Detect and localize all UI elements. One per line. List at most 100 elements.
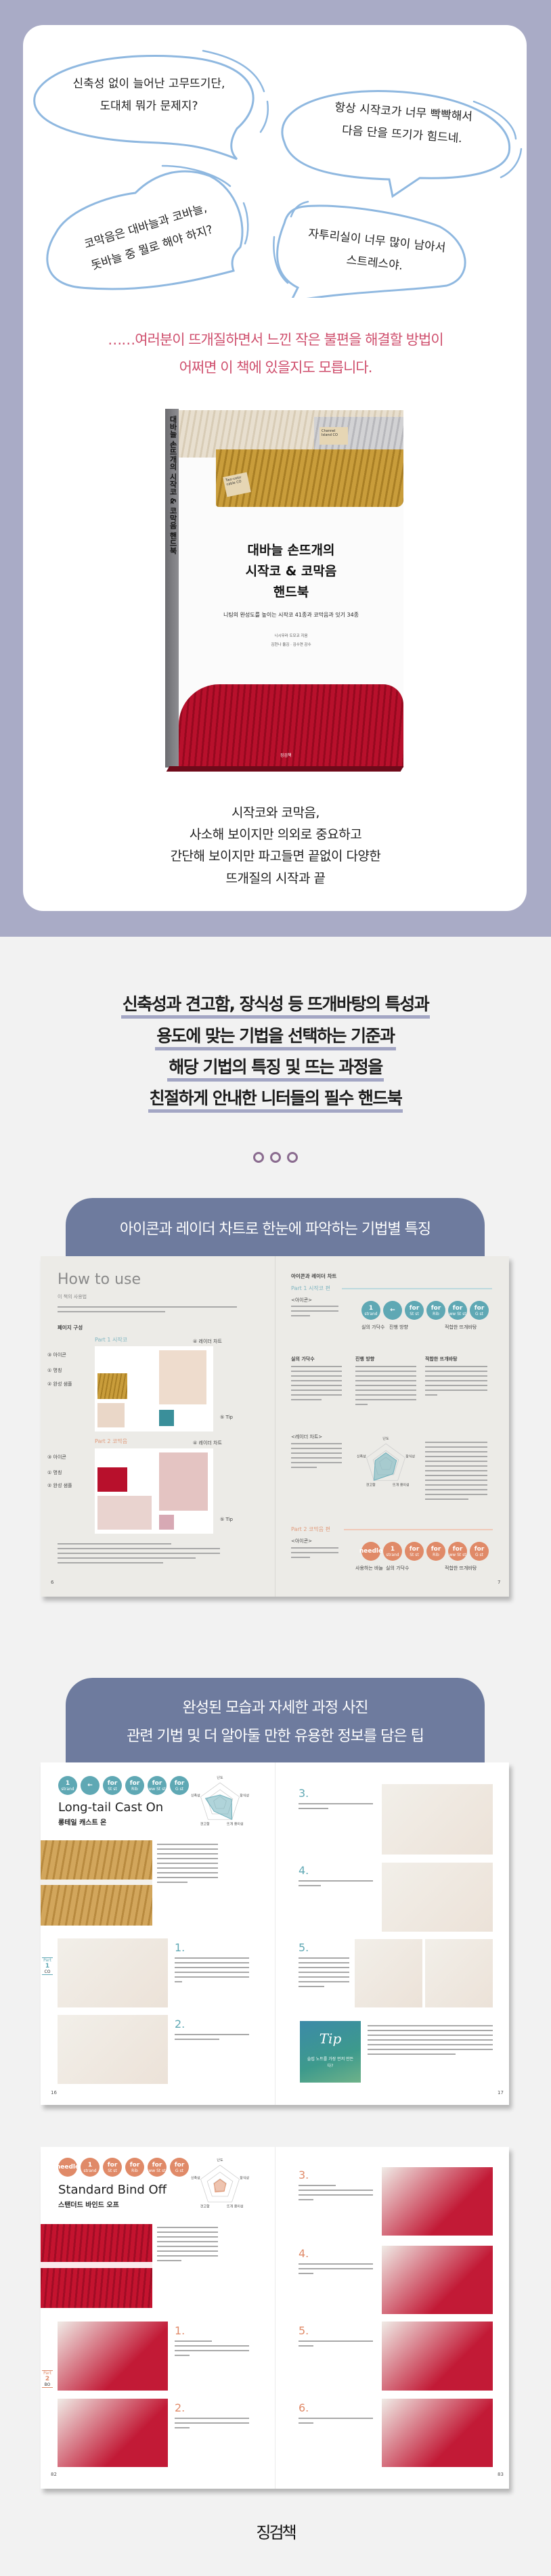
page-number: 17	[498, 2090, 504, 2095]
swatch-photo	[41, 1840, 152, 1926]
headline-3: 해당 기법의 특징 및 뜨는 과정을	[0, 1054, 551, 1082]
banner-features: 아이콘과 레이더 차트로 한눈에 파악하는 기법별 특징	[66, 1198, 485, 1256]
book-title-line: 시작코 & 코막음	[245, 564, 337, 579]
book-title-line: 대바늘 손뜨개의	[247, 543, 335, 558]
technique-icon: for Rib	[426, 1542, 445, 1561]
part-tab-label: Part	[43, 1958, 51, 1963]
callout-sample-2: ② 완성 샘플	[47, 1483, 72, 1488]
icon-bottom-text: strand	[364, 1311, 378, 1316]
icon-bottom-text: St st	[108, 2168, 117, 2173]
how-to-use-title: How to use	[58, 1271, 141, 1288]
step-photo	[355, 1939, 422, 2007]
radar-axis-label: 견고함	[366, 1483, 376, 1488]
book-title-line: 핸드북	[273, 585, 309, 600]
callout-radar-2: ④ 레이더 차트	[193, 1440, 222, 1446]
technique-title-ko: 롱테일 캐스트 온	[58, 1819, 107, 1827]
technique-icon: for G st	[170, 1776, 189, 1795]
tip-box: Tip 슬립 노트를 가장 먼저 만든다?	[300, 2021, 361, 2083]
radar-grid	[200, 2164, 240, 2202]
part-tab-number: 2	[45, 2376, 50, 2382]
icon-bottom-text: G st	[475, 1552, 484, 1557]
knit-red	[179, 684, 403, 768]
page-gutter	[275, 1762, 276, 2105]
icon-top-text: ←	[390, 1307, 395, 1314]
bubble-line: 신축성 없이 늘어난 고무뜨기단,	[72, 77, 225, 91]
step-text	[175, 2418, 249, 2432]
part2-rule	[344, 1529, 493, 1530]
radar-value-area	[204, 1794, 233, 1821]
sub-heading: 적합한 뜨개바탕	[425, 1356, 458, 1362]
spread-standard-bind-off: needle 1 strand for St st for Rib for ww St st fo…	[41, 2147, 509, 2489]
technique-icon: for ww St st	[148, 1776, 167, 1795]
icon-label: <아이콘>	[291, 1297, 313, 1303]
step-text	[299, 1957, 349, 1991]
icon-label-2: <아이콘>	[291, 1538, 313, 1544]
icon-bottom-text: St st	[108, 1786, 117, 1792]
step-number: 6.	[299, 2401, 309, 2414]
icon-bottom-text: G st	[175, 2168, 184, 2173]
technique-icon: for G st	[470, 1542, 489, 1561]
step-number: 5.	[299, 2324, 309, 2337]
spread-how-to-use: How to use 이 책의 사용법 페이지 구성 Part 1 시작코 ③ …	[41, 1256, 509, 1597]
step-photo	[425, 1939, 493, 2007]
dot	[287, 1152, 298, 1163]
icon-top-text: ←	[87, 1782, 93, 1789]
radar-axis-label: 장식성	[240, 2175, 249, 2180]
radar-grid	[206, 2171, 234, 2197]
page-number: 7	[498, 1580, 501, 1585]
page-structure-heading: 페이지 구성	[58, 1325, 83, 1331]
step-text	[299, 2263, 373, 2278]
step-text	[299, 2340, 373, 2350]
step-text	[175, 2034, 249, 2043]
icon-row-part1: 1 strand ← for St st for Rib for ww St st for G st	[361, 1301, 497, 1321]
step-number: 1.	[175, 2324, 185, 2337]
technique-icon: for St st	[103, 1776, 122, 1795]
step-photo	[58, 1938, 168, 2007]
icon-top-text: for	[174, 2161, 185, 2169]
part-tab-label: Part	[43, 2371, 51, 2376]
author-line: 김현나 옮김 · 김수연 감수	[271, 643, 311, 647]
step-text	[299, 1880, 373, 1890]
part-tab-code: CO	[44, 1970, 51, 1974]
technique-title-ko: 스탠더드 바인드 오프	[58, 2202, 119, 2209]
radar-axis-label: 장식성	[405, 1454, 415, 1459]
icon-top-text: needle	[56, 2164, 80, 2171]
technique-icon: needle	[56, 2158, 80, 2177]
icon-top-text: for	[129, 1779, 140, 1787]
step-number: 4.	[299, 1864, 309, 1877]
step-text	[299, 2418, 373, 2427]
icon-top-text: for	[107, 2161, 118, 2169]
technique-icons: 1 strand ← for St st for Rib for ww St st for G st	[58, 1776, 194, 1796]
icon-top-text: needle	[359, 1548, 383, 1555]
icon-bottom-text: Rib	[433, 1311, 439, 1316]
dots-ornament	[253, 1152, 298, 1163]
icon-bottom-text: G st	[475, 1311, 484, 1316]
technique-icon: 1 strand	[81, 2158, 100, 2177]
headline-1: 신축성과 견고함, 장식성 등 뜨개바탕의 특성과	[0, 991, 551, 1019]
paragraph	[355, 1366, 416, 1408]
step-number: 3.	[299, 2169, 309, 2181]
sample-page-part1	[95, 1346, 213, 1431]
headline-text: 신축성과 견고함, 장식성 등 뜨개바탕의 특성과	[120, 991, 431, 1019]
technique-icon: for ww St st	[148, 2158, 167, 2177]
icon-group-label: 적합한 뜨개바탕	[445, 1565, 477, 1571]
callout-name-2: ① 명칭	[47, 1470, 62, 1475]
icon-bottom-text: St st	[410, 1311, 419, 1316]
how-to-use-subtitle: 이 책의 사용법	[58, 1294, 87, 1300]
radar-explanation	[425, 1442, 487, 1503]
step-text	[175, 1957, 249, 1986]
tagline-1: 시작코와 코막음,	[232, 805, 319, 820]
step-photo	[382, 2167, 493, 2236]
technique-icons: needle 1 strand for St st for Rib for ww St st fo…	[56, 2158, 194, 2178]
icon-bottom-text: G st	[175, 1786, 184, 1792]
book-bottom-edge	[166, 766, 404, 772]
callout-icon: ③ 아이콘	[47, 1352, 66, 1358]
part-tab-number: 1	[45, 1963, 50, 1970]
technique-icon: for Rib	[426, 1301, 445, 1320]
radar-value-area	[213, 2179, 227, 2193]
bubble-outline-4	[276, 204, 466, 298]
bubble-outline-2	[281, 89, 511, 198]
icon-group-label: 실의 가닥수	[386, 1565, 410, 1571]
icon-top-text: for	[452, 1304, 463, 1312]
